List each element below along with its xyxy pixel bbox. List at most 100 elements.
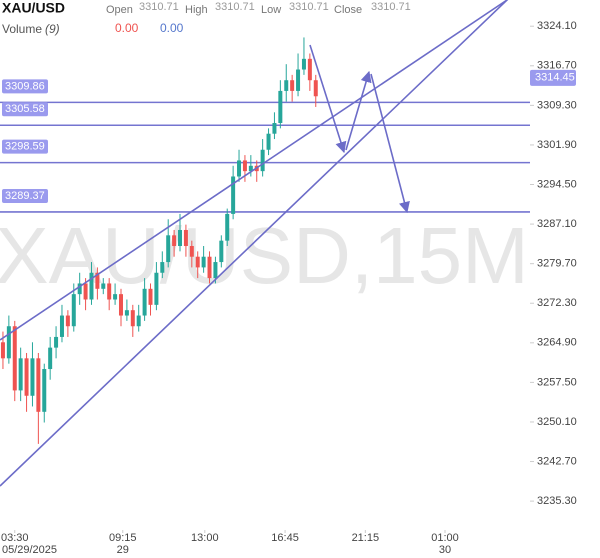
candle-body bbox=[301, 58, 306, 70]
candle-body bbox=[266, 133, 271, 150]
channel-lower bbox=[0, 0, 509, 487]
candle-body bbox=[48, 347, 53, 370]
level-label-box bbox=[2, 188, 48, 203]
x-date-label: 30 bbox=[439, 544, 451, 556]
x-date-label: 29 bbox=[117, 544, 129, 556]
candle-body bbox=[24, 358, 29, 396]
level-label: 3289.37 bbox=[5, 190, 45, 202]
candle-body bbox=[166, 235, 171, 263]
candle-body bbox=[201, 256, 206, 268]
candle-body bbox=[136, 315, 141, 327]
candle-body bbox=[189, 246, 194, 257]
y-tick-label: 3287.10 bbox=[537, 218, 577, 230]
x-tick-label: 21:15 bbox=[352, 532, 380, 544]
y-tick-label: 3324.10 bbox=[537, 20, 577, 32]
candle-body bbox=[178, 229, 183, 247]
volume-param: (9) bbox=[45, 22, 60, 36]
field-label: Open bbox=[106, 4, 133, 16]
level-label-box bbox=[2, 79, 48, 94]
channel-upper bbox=[0, 0, 508, 341]
candle-body bbox=[207, 256, 212, 279]
level-label: 3309.86 bbox=[5, 80, 45, 92]
y-tick-label: 3235.30 bbox=[537, 495, 577, 507]
field-value: 3310.71 bbox=[215, 1, 255, 13]
candle-body bbox=[130, 310, 135, 327]
volume-value: 0.00 bbox=[115, 21, 139, 35]
candle-body bbox=[54, 336, 59, 348]
candle-body bbox=[89, 272, 94, 300]
candle-body bbox=[272, 123, 277, 134]
candle-body bbox=[18, 358, 23, 391]
candle-body bbox=[118, 294, 123, 316]
field-label: Close bbox=[334, 4, 362, 16]
candle-body bbox=[12, 326, 17, 391]
drawings bbox=[0, 0, 509, 487]
candle-body bbox=[95, 272, 100, 289]
y-tick-label: 3272.30 bbox=[537, 297, 577, 309]
candle-body bbox=[231, 176, 236, 214]
y-tick-label: 3279.70 bbox=[537, 258, 577, 270]
candle-body bbox=[307, 58, 312, 81]
candle-body bbox=[83, 283, 88, 300]
y-tick-label: 3309.30 bbox=[537, 99, 577, 111]
level-label: 3298.59 bbox=[5, 141, 45, 153]
candle-body bbox=[242, 160, 247, 172]
candle-body bbox=[124, 310, 129, 316]
candle-body bbox=[71, 294, 76, 327]
candle-body bbox=[278, 90, 283, 124]
candle-body bbox=[219, 240, 224, 263]
x-tick-label: 16:45 bbox=[271, 532, 299, 544]
arrow bbox=[370, 73, 410, 214]
candle-body bbox=[225, 213, 230, 241]
candle-body bbox=[237, 160, 242, 177]
y-tick-label: 3250.10 bbox=[537, 416, 577, 428]
candle-body bbox=[0, 342, 5, 359]
watermark: XAU/USD,15M bbox=[0, 211, 529, 300]
candle-body bbox=[65, 315, 70, 327]
candle-body bbox=[172, 235, 177, 247]
candle-body bbox=[213, 262, 218, 279]
y-tick-label: 3316.70 bbox=[537, 60, 577, 72]
candle-body bbox=[313, 80, 318, 97]
y-tick-label: 3264.90 bbox=[537, 337, 577, 349]
candle-body bbox=[59, 315, 64, 337]
x-tick-label: 01:00 bbox=[431, 532, 459, 544]
candle-body bbox=[183, 229, 188, 247]
candle-body bbox=[36, 358, 41, 412]
candle-body bbox=[30, 358, 35, 396]
x-tick-label: 13:00 bbox=[191, 532, 219, 544]
field-value: 3310.71 bbox=[371, 1, 411, 13]
field-label: Low bbox=[261, 4, 281, 16]
candle-body bbox=[195, 256, 200, 268]
y-tick-label: 3301.90 bbox=[537, 139, 577, 151]
arrow bbox=[345, 70, 372, 151]
volume-value: 0.00 bbox=[160, 21, 184, 35]
candle-body bbox=[148, 288, 153, 305]
candle-body bbox=[296, 69, 301, 91]
candle-body bbox=[142, 288, 147, 316]
field-value: 3310.71 bbox=[289, 1, 329, 13]
candle-body bbox=[284, 80, 289, 91]
field-label: High bbox=[185, 4, 208, 16]
symbol: XAU/USD bbox=[2, 0, 65, 16]
y-tick-label: 3242.70 bbox=[537, 455, 577, 467]
candle-body bbox=[42, 369, 47, 412]
x-tick-label: 03:30 bbox=[1, 532, 29, 544]
candle-body bbox=[101, 283, 106, 289]
last-price-label: 3314.45 bbox=[535, 72, 575, 84]
candle-body bbox=[260, 149, 265, 172]
candle-body bbox=[154, 272, 159, 305]
level-label-box bbox=[2, 102, 48, 117]
level-label: 3305.58 bbox=[5, 103, 45, 115]
arrow bbox=[309, 44, 347, 154]
y-tick-label: 3257.50 bbox=[537, 376, 577, 388]
candle-body bbox=[77, 283, 82, 295]
last-price-box bbox=[530, 69, 576, 86]
candle-body bbox=[107, 283, 112, 300]
volume-label: Volume bbox=[2, 22, 42, 36]
candle-body bbox=[290, 80, 295, 91]
x-tick-label: 09:15 bbox=[109, 532, 137, 544]
x-date-label: 05/29/2025 bbox=[2, 544, 57, 556]
